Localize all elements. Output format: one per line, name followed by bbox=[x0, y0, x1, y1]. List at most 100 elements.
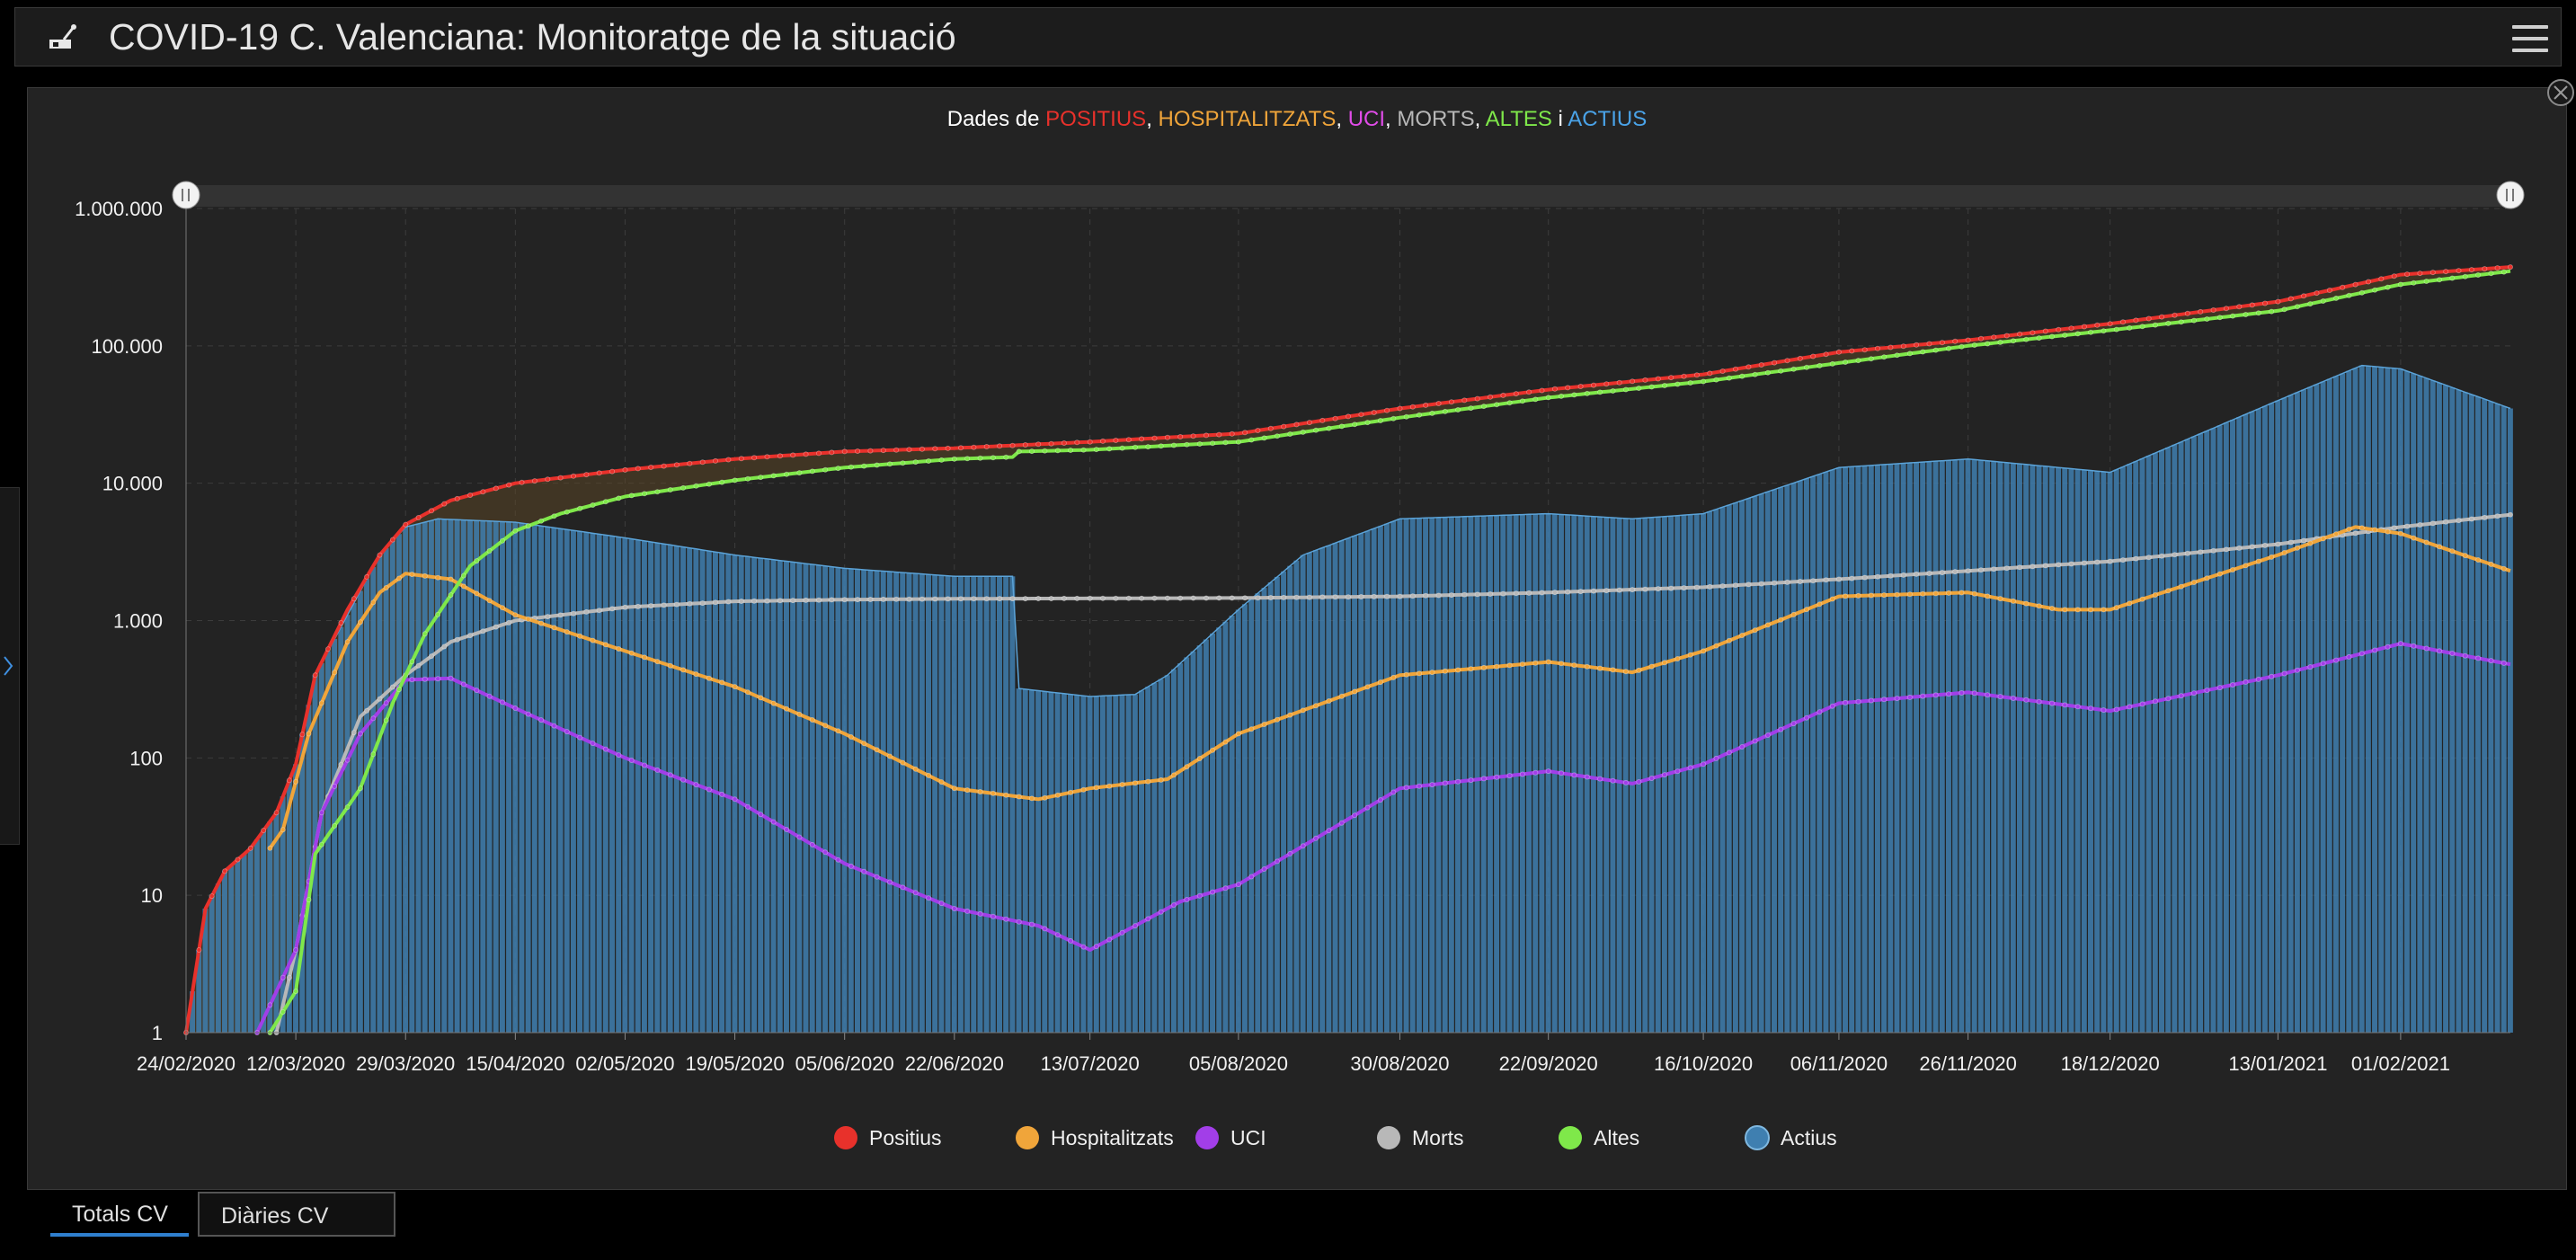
hospitalitzats-point bbox=[784, 705, 790, 712]
morts-point bbox=[454, 636, 460, 643]
hospitalitzats-point bbox=[1287, 712, 1293, 718]
side-panel-handle[interactable] bbox=[0, 487, 20, 845]
positius-point bbox=[299, 732, 306, 738]
actius-bar bbox=[1985, 460, 1991, 1033]
positius-point bbox=[1435, 400, 1442, 406]
uci-point bbox=[1158, 909, 1164, 915]
uci-point bbox=[1248, 874, 1255, 880]
hospitalitzats-point bbox=[1971, 590, 1977, 597]
morts-point bbox=[1409, 593, 1416, 599]
actius-bar bbox=[2287, 395, 2294, 1034]
uci-point bbox=[1480, 776, 1487, 782]
altes-point bbox=[1855, 358, 1861, 364]
legend-item-altes[interactable]: Altes bbox=[1559, 1126, 1639, 1149]
actius-bar bbox=[235, 859, 241, 1033]
positius-point bbox=[531, 478, 537, 484]
uci-point bbox=[2036, 698, 2042, 705]
altes-point bbox=[1559, 393, 1565, 399]
morts-point bbox=[1888, 572, 1894, 579]
morts-point bbox=[2507, 511, 2513, 518]
actius-bar bbox=[1203, 639, 1209, 1033]
actius-bar bbox=[1184, 657, 1190, 1033]
uci-point bbox=[1946, 691, 1952, 697]
range-handle-right[interactable] bbox=[2496, 181, 2525, 209]
morts-point bbox=[2482, 514, 2488, 520]
morts-point bbox=[803, 597, 809, 603]
actius-bar bbox=[338, 626, 344, 1033]
legend-item-morts[interactable]: Morts bbox=[1377, 1126, 1464, 1149]
hospitalitzats-point bbox=[1559, 661, 1565, 667]
altes-point bbox=[835, 466, 841, 472]
tab-diaries-cv[interactable]: Diàries CV bbox=[198, 1192, 395, 1237]
tab-totals-cv[interactable]: Totals CV bbox=[50, 1192, 189, 1237]
actius-bar bbox=[1139, 690, 1145, 1033]
close-icon[interactable] bbox=[2547, 79, 2574, 106]
hospitalitzats-point bbox=[809, 717, 815, 723]
positius-point bbox=[1371, 409, 1377, 415]
actius-bar bbox=[2198, 433, 2204, 1033]
legend-marker bbox=[1559, 1126, 1582, 1149]
hospitalitzats-point bbox=[1506, 662, 1513, 669]
actius-bar bbox=[583, 532, 590, 1033]
legend-item-hospitalitzats[interactable]: Hospitalitzats bbox=[1016, 1126, 1174, 1149]
hospitalitzats-point bbox=[1687, 652, 1693, 658]
altes-point bbox=[745, 475, 751, 482]
altes-point bbox=[861, 463, 867, 469]
actius-bar bbox=[551, 528, 557, 1033]
actius-bar bbox=[1926, 461, 1932, 1033]
scale-icon[interactable] bbox=[44, 20, 80, 56]
range-navigator-bar[interactable] bbox=[186, 185, 2510, 207]
positius-point bbox=[1190, 433, 1196, 439]
chart-title-part: UCI bbox=[1348, 107, 1385, 131]
hospitalitzats-point bbox=[267, 845, 273, 851]
actius-bar bbox=[1403, 519, 1409, 1033]
morts-point bbox=[2223, 546, 2229, 553]
positius-point bbox=[1204, 432, 1210, 439]
actius-bar bbox=[1338, 540, 1345, 1033]
positius-point bbox=[1914, 342, 1920, 348]
uci-point bbox=[1145, 916, 1151, 922]
legend-item-uci[interactable]: UCI bbox=[1195, 1126, 1266, 1149]
morts-point bbox=[1823, 577, 1829, 583]
hamburger-menu-icon[interactable] bbox=[2512, 21, 2548, 55]
positius-point bbox=[2391, 273, 2397, 280]
morts-point bbox=[997, 596, 1003, 602]
morts-point bbox=[1087, 595, 1093, 601]
chart-panel: Dades de POSITIUS, HOSPITALITZATS, UCI, … bbox=[27, 87, 2567, 1190]
uci-point bbox=[1597, 776, 1603, 782]
uci-point bbox=[1313, 835, 1319, 841]
legend-item-positius[interactable]: Positius bbox=[834, 1126, 942, 1149]
chevron-right-icon[interactable] bbox=[2, 653, 14, 679]
altes-point bbox=[990, 455, 996, 461]
uci-point bbox=[538, 717, 545, 723]
altes-point bbox=[1674, 381, 1681, 387]
actius-bar bbox=[822, 565, 829, 1033]
hospitalitzats-point bbox=[835, 728, 841, 734]
covid-chart: Dades de POSITIUS, HOSPITALITZATS, UCI, … bbox=[75, 107, 2525, 1150]
actius-bar bbox=[324, 651, 331, 1033]
hospitalitzats-point bbox=[2307, 540, 2314, 546]
altes-point bbox=[1003, 454, 1009, 460]
morts-point bbox=[1306, 594, 1312, 600]
morts-point bbox=[2468, 516, 2474, 522]
hospitalitzats-point bbox=[616, 646, 622, 652]
morts-point bbox=[2352, 530, 2358, 537]
morts-point bbox=[2404, 523, 2411, 529]
uci-point bbox=[926, 895, 932, 901]
legend-label: Altes bbox=[1594, 1126, 1639, 1149]
morts-point bbox=[673, 601, 680, 608]
uci-point bbox=[706, 786, 712, 793]
morts-point bbox=[2184, 550, 2190, 556]
actius-bar bbox=[971, 576, 977, 1033]
uci-point bbox=[1959, 690, 1965, 697]
hospitalitzats-point bbox=[512, 612, 519, 618]
actius-bar bbox=[2127, 464, 2133, 1033]
morts-point bbox=[1900, 572, 1906, 578]
actius-bar bbox=[732, 555, 738, 1033]
range-handle-left[interactable] bbox=[172, 181, 200, 209]
actius-bar bbox=[2074, 469, 2081, 1033]
legend-item-actius[interactable]: Actius bbox=[1745, 1125, 1837, 1150]
hospitalitzats-point bbox=[1442, 668, 1448, 674]
uci-point bbox=[2385, 643, 2391, 650]
morts-point bbox=[2107, 558, 2113, 564]
